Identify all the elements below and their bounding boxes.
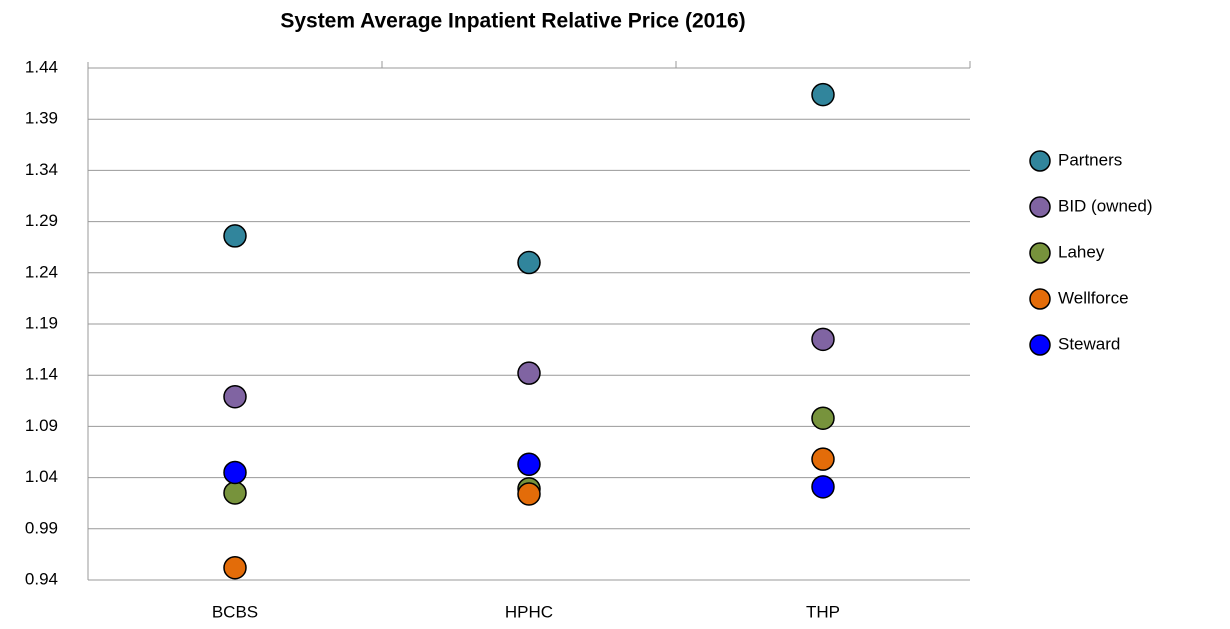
x-tick-label: THP: [806, 602, 840, 621]
legend-label: Steward: [1058, 334, 1120, 353]
y-tick-label: 1.14: [25, 365, 58, 384]
legend-swatch: [1029, 288, 1051, 310]
y-tick-label: 1.24: [25, 262, 58, 281]
dot: [811, 406, 835, 430]
chart-title: System Average Inpatient Relative Price …: [280, 10, 745, 33]
dot: [811, 327, 835, 352]
top-ticks: [381, 61, 971, 68]
dot: [811, 82, 835, 107]
legend-label: BID (owned): [1058, 196, 1152, 215]
y-tick-label: 1.34: [25, 160, 58, 179]
dot: [223, 224, 247, 248]
dot: [517, 250, 541, 275]
dot: [223, 460, 247, 485]
y-tick-label: 1.04: [25, 467, 58, 486]
dot: [811, 475, 835, 499]
dot: [517, 361, 541, 385]
y-tick-label: 0.94: [25, 569, 58, 588]
y-tick-label: 1.09: [25, 416, 58, 435]
y-tick-label: 1.19: [25, 313, 58, 332]
dot: [223, 481, 247, 505]
legend-swatch: [1029, 334, 1051, 356]
legend-label: Wellforce: [1058, 288, 1129, 307]
dot: [517, 452, 541, 477]
x-tick-label: HPHC: [505, 602, 553, 621]
dot: [811, 447, 835, 471]
dot: [223, 384, 247, 409]
dot: [223, 555, 247, 580]
dot: [517, 482, 541, 506]
x-tick-label: BCBS: [212, 602, 258, 621]
legend-swatch: [1029, 242, 1051, 264]
legend-swatch: [1029, 150, 1051, 172]
y-tick-label: 1.29: [25, 211, 58, 230]
legend-label: Partners: [1058, 150, 1122, 169]
y-tick-label: 1.44: [25, 57, 58, 76]
legend-swatch: [1029, 196, 1051, 218]
legend-label: Lahey: [1058, 242, 1105, 261]
y-tick-label: 1.39: [25, 109, 58, 128]
y-tick-label: 0.99: [25, 518, 58, 537]
